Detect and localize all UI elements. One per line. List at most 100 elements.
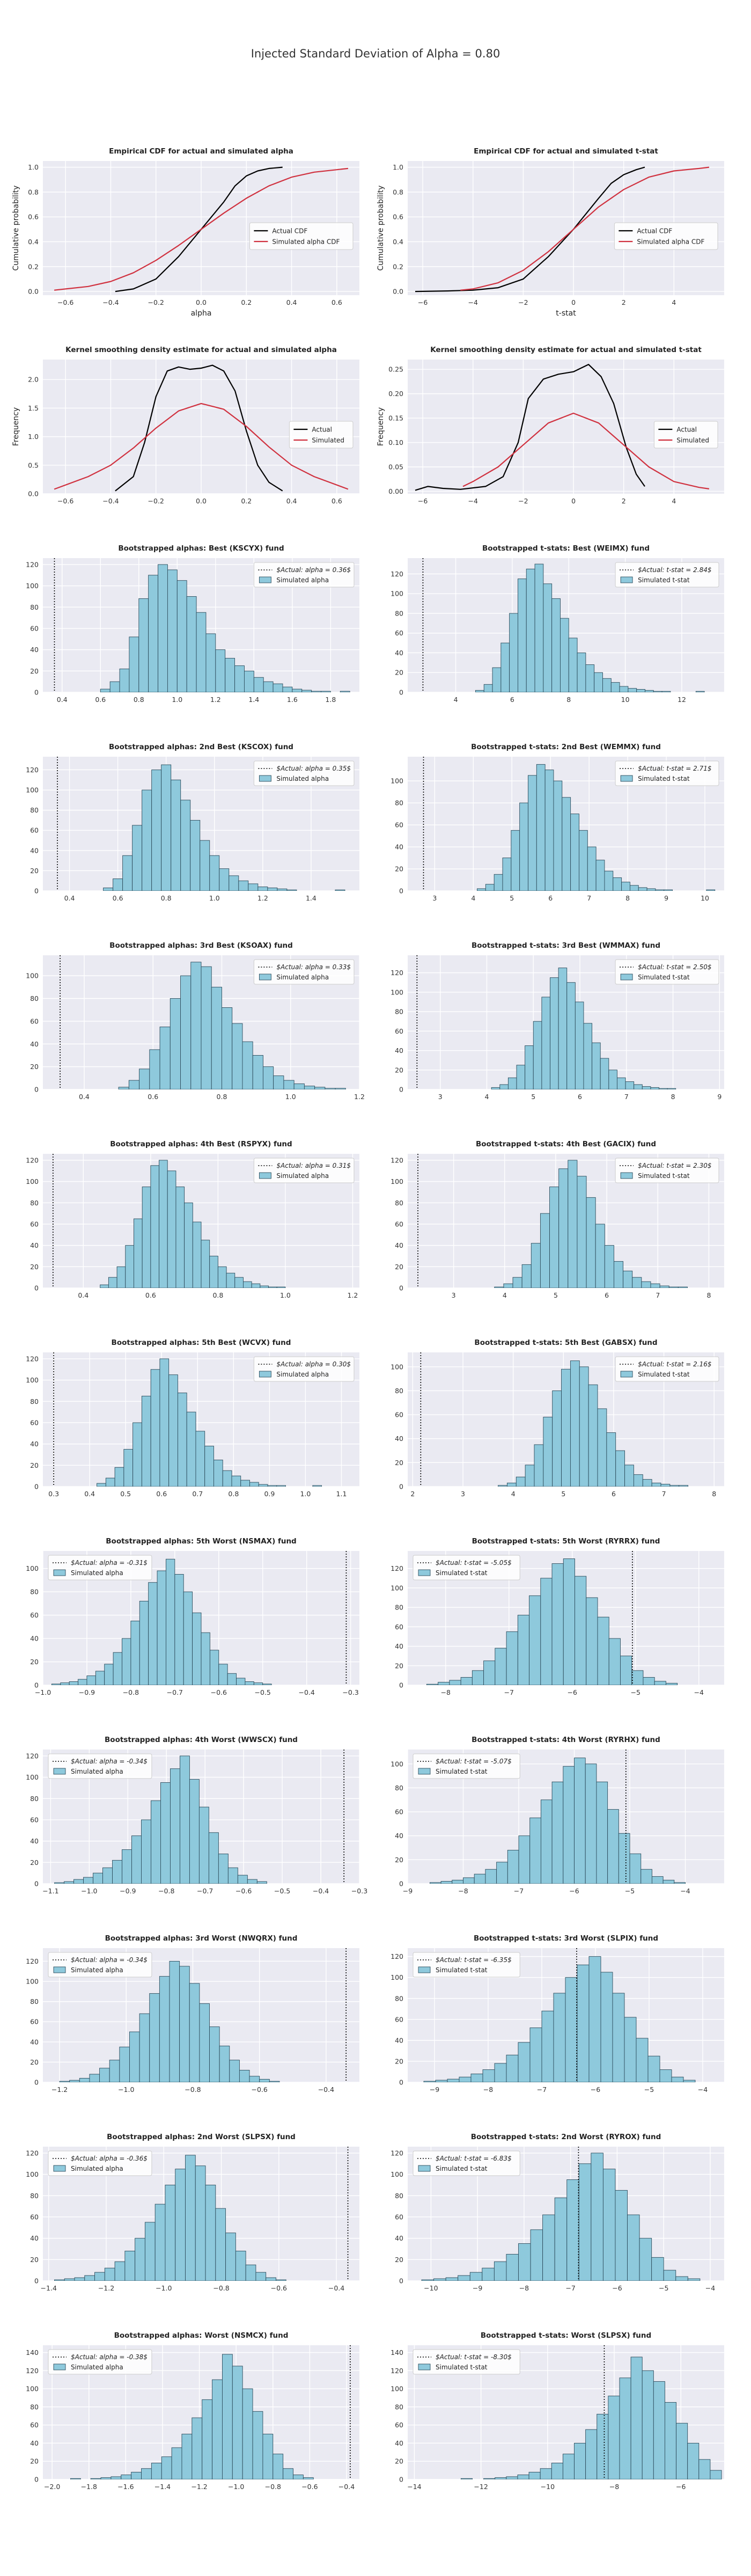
histogram-bar bbox=[710, 2470, 722, 2479]
y-tick-label: 0.0 bbox=[28, 490, 39, 498]
chart-title: Bootstrapped t-stats: 3rd Worst (SLPIX) … bbox=[474, 1934, 658, 1943]
x-tick-label: 0.8 bbox=[212, 1291, 223, 1299]
histogram-bar bbox=[157, 1570, 166, 1685]
legend-swatch-hist bbox=[53, 1768, 66, 1775]
x-tick-label: 4 bbox=[511, 1490, 516, 1498]
chart-title: Bootstrapped t-stats: 5th Best (GABSX) f… bbox=[474, 1338, 657, 1347]
histogram-bar bbox=[650, 1283, 660, 1288]
chart-panel-13: Bootstrapped alphas: 5th Best (WCVX) fun… bbox=[26, 1338, 359, 1498]
histogram-bar bbox=[525, 1045, 534, 1089]
legend-swatch-hist bbox=[259, 1172, 271, 1179]
histogram-bar bbox=[192, 2417, 203, 2479]
histogram-bar bbox=[502, 858, 512, 891]
histogram-bar bbox=[89, 2074, 100, 2082]
legend-swatch-hist bbox=[259, 1371, 271, 1378]
y-tick-label: 60 bbox=[30, 2018, 39, 2026]
histogram-bar bbox=[568, 638, 578, 692]
histogram-bar bbox=[215, 2208, 226, 2281]
x-tick-label: 5 bbox=[531, 1093, 535, 1101]
y-tick-label: 100 bbox=[391, 988, 403, 996]
legend-entry-actual: $Actual: t-stat = 2.50$ bbox=[638, 963, 711, 971]
legend-entry-hist: Simulated alpha bbox=[276, 1371, 329, 1378]
x-tick-label: −4 bbox=[468, 298, 478, 306]
histogram-bar bbox=[150, 1369, 160, 1487]
histogram-bar bbox=[507, 1077, 517, 1089]
legend-entry-hist: Simulated t-stat bbox=[436, 1569, 488, 1577]
chart-panel-8: Bootstrapped t-stats: 2nd Best (WEMMX) f… bbox=[391, 743, 724, 902]
histogram-bar bbox=[201, 966, 212, 1089]
legend-entry-actual: $Actual: alpha = 0.30$ bbox=[276, 1360, 351, 1368]
chart-title: Bootstrapped t-stats: 2nd Worst (RYROX) … bbox=[471, 2133, 661, 2141]
x-axis-label: t-stat bbox=[556, 309, 576, 318]
histogram-bar bbox=[253, 677, 264, 692]
histogram-bar bbox=[122, 1849, 132, 1884]
histogram-bar bbox=[506, 2253, 519, 2281]
histogram-bar bbox=[252, 1055, 263, 1089]
histogram-bar bbox=[470, 2073, 483, 2082]
histogram-bar bbox=[180, 800, 191, 891]
histogram-bar bbox=[574, 1758, 586, 1884]
y-tick-label: 1.0 bbox=[28, 163, 39, 171]
x-tick-label: 1.6 bbox=[287, 696, 298, 704]
y-tick-label: 0.5 bbox=[28, 461, 39, 469]
histogram-bar bbox=[560, 618, 569, 692]
x-tick-label: 12 bbox=[678, 696, 686, 704]
histogram-bar bbox=[629, 1853, 642, 1884]
chart-panel-20: Bootstrapped t-stats: 3rd Worst (SLPIX) … bbox=[391, 1934, 724, 2094]
x-tick-label: −1.2 bbox=[191, 2483, 207, 2491]
histogram-bar bbox=[242, 1041, 253, 1089]
y-tick-label: 100 bbox=[26, 2385, 39, 2393]
plot-marks bbox=[59, 1948, 347, 2082]
histogram-bar bbox=[97, 1483, 106, 1487]
legend-entry-actual: $Actual: alpha = 0.31$ bbox=[276, 1162, 351, 1169]
histogram-bar bbox=[159, 1160, 168, 1288]
histogram-bar bbox=[529, 1595, 541, 1685]
chart-panel-23: Bootstrapped alphas: Worst (NSMCX) fund −… bbox=[26, 2331, 359, 2491]
legend-entry-actual: $Actual: t-stat = -6.83$ bbox=[436, 2155, 512, 2162]
histogram-bar bbox=[435, 2080, 448, 2082]
y-tick-label: 0 bbox=[399, 1483, 403, 1491]
chart-panel-21: Bootstrapped alphas: 2nd Worst (SLPSX) f… bbox=[26, 2133, 359, 2292]
plot-marks bbox=[54, 364, 349, 492]
histogram-bar bbox=[229, 875, 239, 891]
histogram-bar bbox=[561, 1368, 571, 1487]
chart-title: Bootstrapped t-stats: Best (WEIMX) fund bbox=[482, 544, 650, 553]
y-tick-label: 0.8 bbox=[393, 188, 403, 196]
y-tick-label: 0 bbox=[399, 1681, 403, 1689]
histogram-bar bbox=[651, 2257, 664, 2281]
y-tick-label: 0.2 bbox=[393, 262, 403, 270]
y-tick-label: 20 bbox=[395, 2256, 403, 2264]
histogram-bar bbox=[645, 690, 654, 692]
y-tick-label: 80 bbox=[30, 994, 39, 1002]
y-tick-label: 0 bbox=[34, 1086, 39, 1094]
legend-box bbox=[48, 2150, 152, 2176]
histogram-bar bbox=[226, 1272, 235, 1288]
y-tick-label: 60 bbox=[395, 2421, 403, 2429]
histogram-bar bbox=[517, 2475, 529, 2479]
x-tick-label: 0.3 bbox=[48, 1490, 59, 1498]
x-tick-label: 6 bbox=[578, 1093, 582, 1101]
histogram-bar bbox=[636, 689, 645, 692]
x-tick-label: 0.9 bbox=[264, 1490, 275, 1498]
histogram-bar bbox=[506, 2054, 519, 2082]
legend-entry-actual: $Actual: alpha = 0.33$ bbox=[276, 963, 351, 971]
histogram-bar bbox=[534, 564, 544, 692]
histogram-bar bbox=[483, 2478, 496, 2479]
histogram-bar bbox=[138, 598, 149, 692]
y-tick-label: 0 bbox=[399, 1880, 403, 1888]
histogram-bar bbox=[234, 665, 245, 692]
chart-panel-16: Bootstrapped t-stats: 5th Worst (RYRRX) … bbox=[391, 1537, 724, 1696]
histogram-bar bbox=[222, 1470, 232, 1487]
legend: $Actual: t-stat = -6.83$ Simulated t-stat bbox=[413, 2150, 520, 2176]
histogram-bar bbox=[608, 2396, 620, 2479]
histogram-bar bbox=[541, 997, 550, 1089]
histogram-bar bbox=[624, 1465, 634, 1487]
chart-title: Bootstrapped t-stats: 4th Worst (RYRHX) … bbox=[472, 1736, 660, 1744]
legend-entry-actual: $Actual: alpha = 0.36$ bbox=[276, 566, 351, 574]
histogram-bar bbox=[292, 689, 303, 692]
plot-marks bbox=[54, 2147, 349, 2281]
histogram-bar bbox=[595, 860, 605, 891]
y-tick-label: 0 bbox=[399, 689, 403, 697]
y-tick-label: 80 bbox=[395, 1604, 403, 1612]
y-tick-label: 120 bbox=[26, 1752, 39, 1760]
